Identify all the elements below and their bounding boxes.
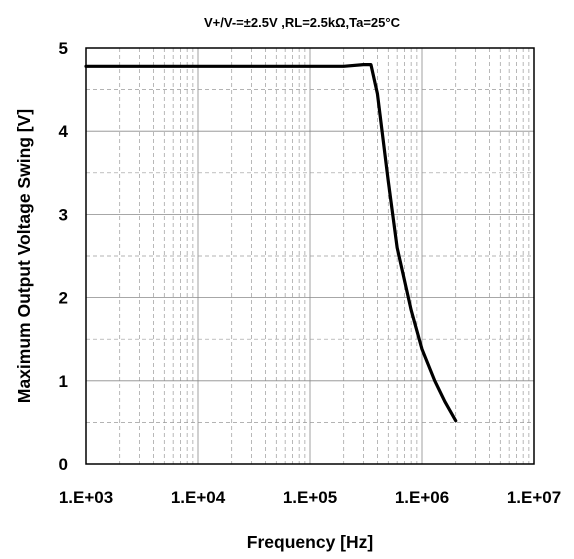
x-axis-label: Frequency [Hz] [247, 532, 373, 552]
x-tick-label: 1.E+03 [59, 488, 113, 507]
tick-labels: 1.E+03 1.E+04 1.E+05 1.E+06 1.E+07 0 1 2 3 4 5 [59, 39, 562, 507]
x-tick-label: 1.E+07 [507, 488, 561, 507]
x-tick-label: 1.E+04 [171, 488, 226, 507]
y-tick-label: 4 [59, 122, 69, 141]
plot-frame [85, 47, 535, 465]
series-layer [84, 63, 458, 423]
x-tick-label: 1.E+06 [395, 488, 449, 507]
y-axis-label: Maximum Output Voltage Swing [V] [14, 109, 34, 403]
chart-title: V+/V-=±2.5V ,RL=2.5kΩ,Ta=25°C [204, 15, 401, 30]
y-tick-label: 3 [59, 205, 68, 224]
grid [85, 47, 535, 465]
y-tick-label: 5 [59, 39, 68, 58]
y-tick-label: 0 [59, 455, 68, 474]
y-tick-label: 2 [59, 289, 68, 308]
series-line [84, 63, 458, 423]
y-tick-label: 1 [59, 372, 68, 391]
x-tick-label: 1.E+05 [283, 488, 337, 507]
